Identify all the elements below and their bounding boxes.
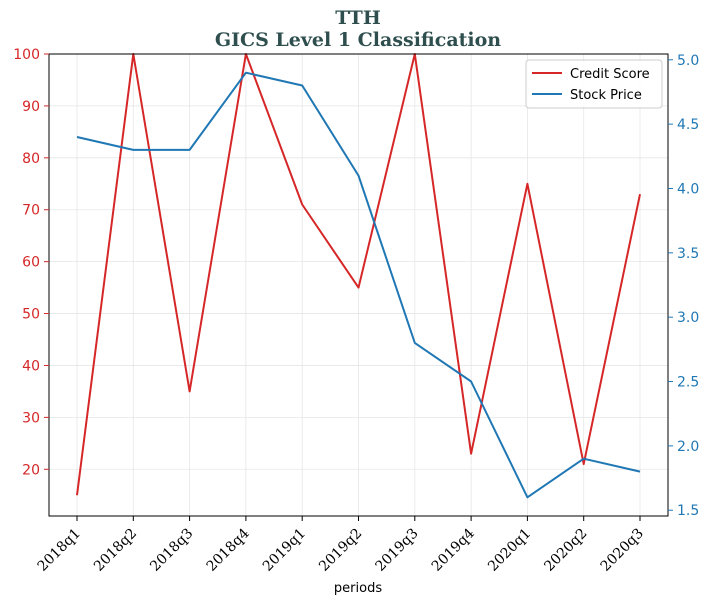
y-right-tick-label: 3.0 [677, 310, 699, 326]
chart-title: TTH [335, 7, 381, 29]
y-right-tick-label: 2.5 [677, 375, 699, 391]
x-axis-label: periods [334, 581, 382, 596]
grid [49, 53, 668, 516]
y-left-tick-label: 50 [22, 307, 40, 323]
ticks-group: 20 30 40 50 60 70 80 90 100 1.5 2.0 2.5 3.0 3.5 4.0 4.5… [13, 47, 699, 575]
y-right-tick-label: 4.5 [677, 117, 699, 133]
chart-subtitle: GICS Level 1 Classification [215, 29, 501, 51]
x-tick-label: 2020q3 [598, 526, 647, 575]
legend: Credit Score Stock Price [525, 59, 663, 109]
y-left-tick-label: 60 [22, 255, 40, 271]
legend-label-credit-score: Credit Score [570, 67, 650, 82]
x-tick-label: 2020q2 [541, 526, 590, 575]
x-tick-label: 2018q2 [91, 526, 140, 575]
x-tick-label: 2018q3 [147, 526, 196, 575]
y-right-tick-label: 5.0 [677, 53, 699, 69]
y-left-tick-label: 80 [22, 151, 40, 167]
x-tick-label: 2019q4 [429, 525, 478, 574]
x-tick-label: 2019q3 [372, 526, 421, 575]
y-left-tick-label: 30 [22, 410, 40, 426]
y-right-tick-label: 2.0 [677, 439, 699, 455]
y-left-tick-label: 70 [22, 203, 40, 219]
y-left-tick-label: 20 [22, 462, 40, 478]
y-right-tick-label: 1.5 [677, 503, 699, 519]
series-line-stock-price [76, 71, 641, 499]
x-tick-label: 2019q2 [316, 526, 365, 575]
y-left-tick-label: 40 [22, 358, 40, 374]
y-right-tick-label: 3.5 [677, 246, 699, 262]
x-tick-label: 2020q1 [485, 526, 534, 575]
legend-label-stock-price: Stock Price [570, 88, 642, 103]
series-line-credit-score [76, 53, 641, 496]
y-left-tick-label: 100 [13, 47, 40, 63]
y-right-tick-label: 4.0 [677, 181, 699, 197]
series-group [76, 53, 641, 499]
x-tick-label: 2018q4 [204, 525, 253, 574]
x-tick-label: 2018q1 [35, 526, 84, 575]
x-tick-label: 2019q1 [260, 526, 309, 575]
y-left-tick-label: 90 [22, 99, 40, 115]
